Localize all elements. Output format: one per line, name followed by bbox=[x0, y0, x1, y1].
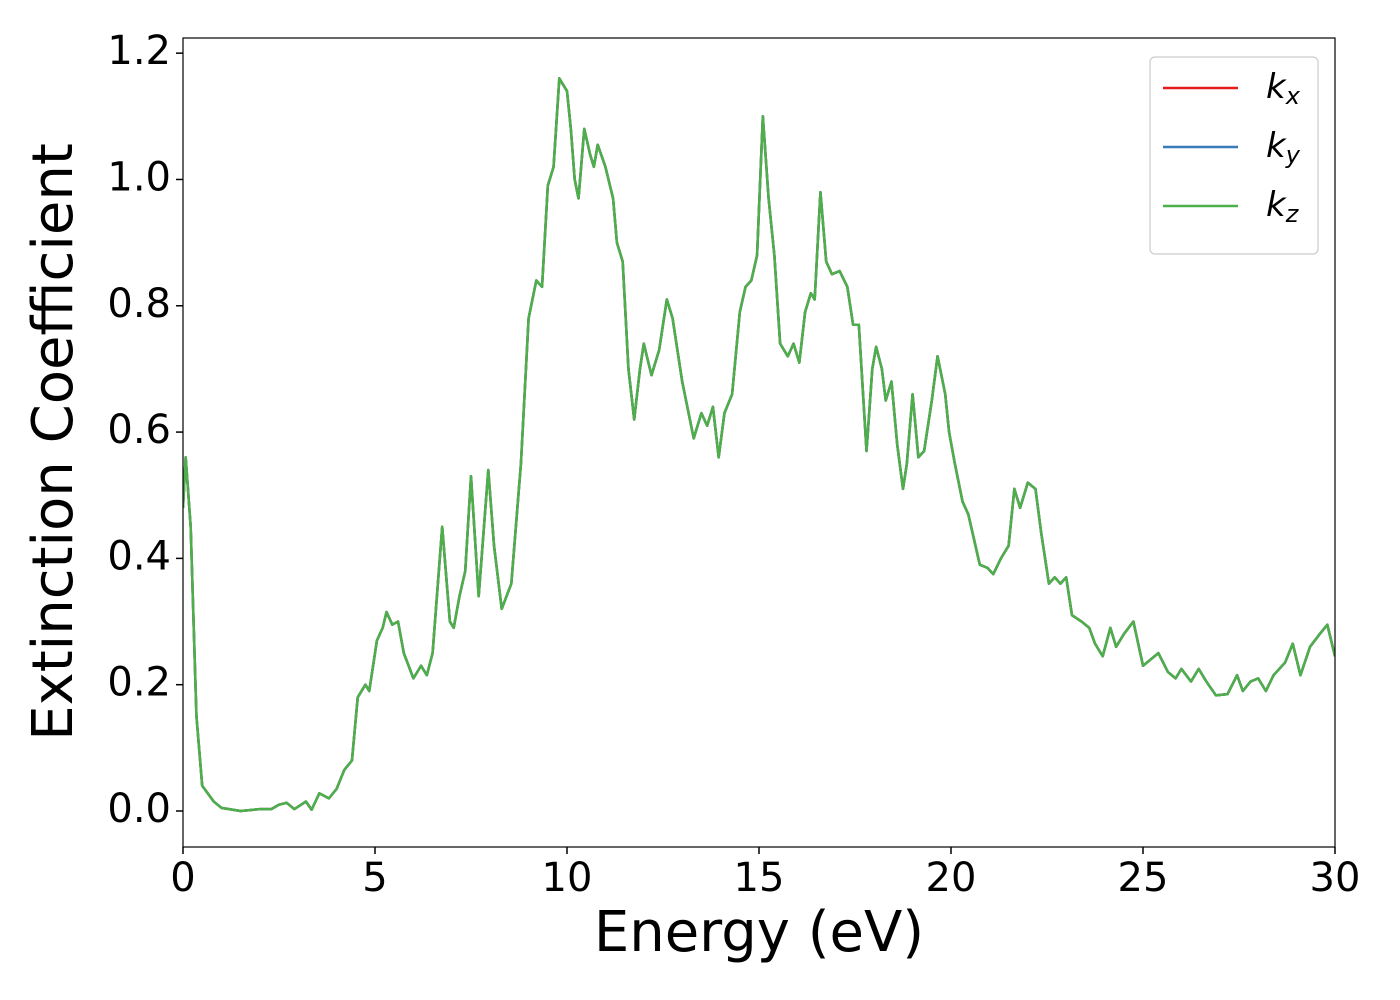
legend-label: kx bbox=[1266, 67, 1301, 111]
x-axis-label: Energy (eV) bbox=[594, 900, 924, 965]
y-tick-label: 0.0 bbox=[107, 786, 171, 832]
y-tick-label: 0.6 bbox=[107, 407, 171, 453]
x-tick-label: 20 bbox=[926, 855, 977, 901]
plot-frame bbox=[182, 37, 1336, 848]
y-tick-label: 1.0 bbox=[107, 154, 171, 200]
y-tick-label: 0.4 bbox=[107, 533, 171, 579]
y-tick-label: 1.2 bbox=[107, 28, 171, 74]
y-tick-label: 0.8 bbox=[107, 281, 171, 327]
y-tick-label: 0.2 bbox=[107, 660, 171, 706]
x-tick-label: 10 bbox=[542, 855, 593, 901]
data-line bbox=[183, 77, 1335, 813]
x-tick-label: 5 bbox=[362, 855, 387, 901]
x-tick-label: 0 bbox=[170, 855, 195, 901]
x-tick-label: 15 bbox=[734, 855, 785, 901]
y-axis-label: Extinction Coefficient bbox=[21, 143, 86, 741]
x-tick-label: 25 bbox=[1118, 855, 1169, 901]
legend-label: ky bbox=[1266, 126, 1301, 170]
x-tick-label: 30 bbox=[1310, 855, 1361, 901]
legend-label: kz bbox=[1266, 185, 1300, 229]
